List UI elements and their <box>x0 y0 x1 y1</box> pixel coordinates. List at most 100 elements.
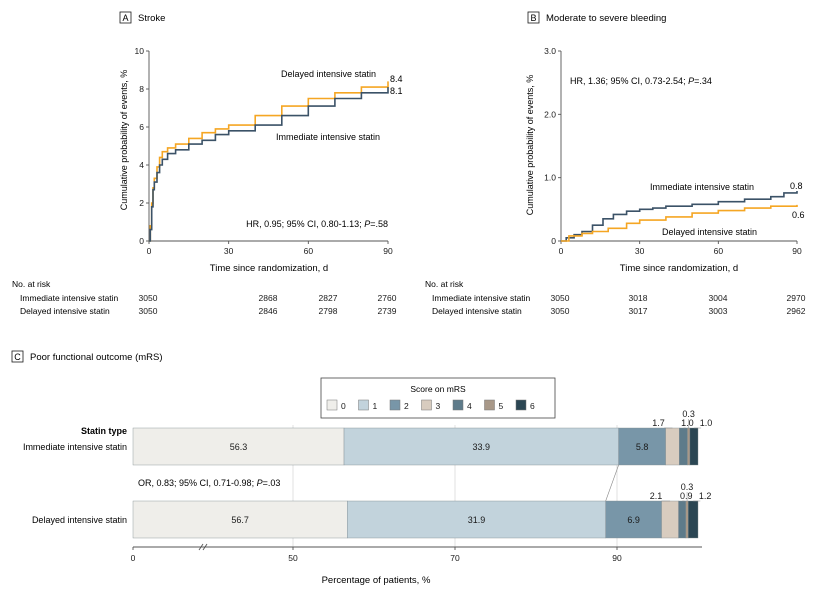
panel-c-small-segment-value: 0.9 <box>680 491 693 501</box>
panel-c-bar-segment-mrs-4 <box>679 427 688 466</box>
panel-b-at-risk-value: 3003 <box>709 306 728 316</box>
panel-a-immediate-label: Immediate intensive statin <box>276 132 380 142</box>
panel-c-bar-segment-mrs-0 <box>132 500 348 539</box>
panel-b-bleeding: B Moderate to severe bleeding Cumulative… <box>525 11 805 274</box>
panel-a-delayed-end-value: 8.4 <box>390 74 403 84</box>
panel-a-x-tick-label: 30 <box>224 246 234 256</box>
panel-b-delayed-curve <box>561 204 798 242</box>
panel-c-bar-segment-mrs-4 <box>678 500 687 539</box>
panel-c-legend-swatch-mrs-0 <box>326 399 338 411</box>
panel-a-at-risk-value: 2739 <box>378 306 397 316</box>
panel-a-delayed-label: Delayed intensive statin <box>281 69 376 79</box>
panel-c-legend-title: Score on mRS <box>410 384 466 394</box>
panel-a-y-tick-label: 0 <box>139 236 144 246</box>
panel-c-legend-box <box>320 377 556 419</box>
panel-c-bar-segment-mrs-3 <box>665 427 680 466</box>
panel-c-legend-swatch-mrs-4 <box>452 399 464 411</box>
panel-c-bar-segment-mrs-3 <box>661 500 679 539</box>
panel-c-bar-segment-mrs-5 <box>685 500 689 539</box>
panel-c-legend-label: 6 <box>530 401 535 411</box>
panel-c-axis-break-mark <box>202 543 208 551</box>
panel-a-y-tick-label: 8 <box>139 84 144 94</box>
panel-b-at-risk-value: 3004 <box>709 293 728 303</box>
panel-c-bar-segment-mrs-5 <box>687 427 691 466</box>
panel-b-delayed-end-value: 0.6 <box>792 210 805 220</box>
panel-a-x-tick-label: 60 <box>304 246 314 256</box>
panel-c-legend-label: 2 <box>404 401 409 411</box>
panel-c-x-tick-label: 90 <box>612 553 622 563</box>
panel-a-letter: A <box>122 13 128 23</box>
panel-b-letter-box <box>527 11 540 24</box>
panel-a-letter-box <box>119 11 132 24</box>
panel-a-stroke: A Stroke Cumulative probability of event… <box>119 11 403 274</box>
panel-c-small-segment-value: 0.3 <box>681 482 694 492</box>
panel-b-at-risk-value: 3050 <box>551 306 570 316</box>
panel-a-y-tick-label: 4 <box>139 160 144 170</box>
panel-c-legend-swatch-mrs-5 <box>484 399 495 411</box>
panel-c-x-tick-label: 50 <box>288 553 298 563</box>
panel-c-title: Poor functional outcome (mRS) <box>30 352 163 363</box>
panel-c-small-segment-value: 2.1 <box>650 491 663 501</box>
panel-c-xlabel: Percentage of patients, % <box>322 575 431 586</box>
panel-b-at-risk-table: No. at risk Immediate intensive statin D… <box>425 279 531 316</box>
panel-b-at-risk-value: 2962 <box>787 306 806 316</box>
panel-b-y-tick-label: 1.0 <box>544 173 556 183</box>
panel-c-letter-box <box>11 350 24 363</box>
panel-c-x-tick-label: 70 <box>450 553 460 563</box>
panel-a-delayed-curve <box>149 81 389 242</box>
panel-c-legend-label: 3 <box>436 401 441 411</box>
panel-b-at-risk-row-label: Immediate intensive statin <box>432 293 531 303</box>
panel-b-y-tick-label: 0 <box>551 236 556 246</box>
panel-a-title: Stroke <box>138 13 165 24</box>
panel-b-hr-annotation: HR, 1.36; 95% CI, 0.73-2.54; P=.34 <box>570 76 712 86</box>
panel-c-connector-line <box>605 464 619 502</box>
panel-c-legend-swatch-mrs-1 <box>358 399 369 411</box>
panel-a-at-risk-value: 3050 <box>139 306 158 316</box>
panel-a-at-risk-row-label: Delayed intensive statin <box>20 306 110 316</box>
panel-c-small-segment-value: 1.2 <box>699 491 712 501</box>
panel-c-legend-label: 0 <box>341 401 346 411</box>
panel-a-at-risk-header: No. at risk <box>12 279 51 289</box>
panel-a-at-risk-value: 2760 <box>378 293 397 303</box>
panel-a-ylabel: Cumulative probability of events, % <box>119 70 129 211</box>
panel-b-xlabel: Time since randomization, d <box>620 263 738 274</box>
panel-b-x-tick-label: 60 <box>714 246 724 256</box>
panel-c-legend-label: 5 <box>499 401 504 411</box>
panel-a-at-risk-row-label: Immediate intensive statin <box>20 293 119 303</box>
panel-b-ylabel: Cumulative probability of events, % <box>525 75 535 216</box>
panel-a-xlabel: Time since randomization, d <box>210 263 328 274</box>
panel-a-hr-annotation: HR, 0.95; 95% CI, 0.80-1.13; P=.58 <box>246 219 388 229</box>
panel-a-immediate-curve <box>149 87 389 242</box>
panel-c-bar-value: 6.9 <box>627 515 640 525</box>
panel-c-bar-value: 5.8 <box>636 442 649 452</box>
panel-c-bar-segment-mrs-6 <box>688 500 699 539</box>
panel-c-letter: C <box>14 352 21 362</box>
panel-a-at-risk-value: 2827 <box>319 293 338 303</box>
panel-b-x-tick-label: 90 <box>792 246 802 256</box>
panel-c-small-segment-value: 1.0 <box>700 418 713 428</box>
panel-a-immediate-end-value: 8.1 <box>390 86 403 96</box>
panel-b-at-risk-row-label: Delayed intensive statin <box>432 306 522 316</box>
panel-b-x-tick-label: 0 <box>559 246 564 256</box>
panel-b-y-tick-label: 2.0 <box>544 109 556 119</box>
panel-c-bar-segment-mrs-2 <box>618 427 666 466</box>
panel-a-at-risk-table: No. at risk Immediate intensive statin D… <box>12 279 119 316</box>
panel-c-bar-value: 31.9 <box>468 515 486 525</box>
panel-c-bar-segment-mrs-6 <box>689 427 699 466</box>
panel-c-or-annotation: OR, 0.83; 95% CI, 0.71-0.98; P=.03 <box>138 478 280 488</box>
panel-c-functional-outcome: C Poor functional outcome (mRS) Statin t… <box>11 350 556 586</box>
panel-a-at-risk-value: 2868 <box>259 293 278 303</box>
panel-c-legend-label: 1 <box>373 401 378 411</box>
panel-b-y-tick-label: 3.0 <box>544 46 556 56</box>
panel-c-bar-value: 33.9 <box>473 442 491 452</box>
panel-a-at-risk-value: 2798 <box>319 306 338 316</box>
panel-a-at-risk-value: 3050 <box>139 293 158 303</box>
panel-a-x-tick-label: 0 <box>147 246 152 256</box>
panel-c-bar-segment-mrs-1 <box>343 427 619 466</box>
panel-c-row-label: Delayed intensive statin <box>32 515 127 525</box>
panel-a-y-tick-label: 6 <box>139 122 144 132</box>
panel-a-y-tick-label: 2 <box>139 198 144 208</box>
panel-a-x-tick-label: 90 <box>383 246 393 256</box>
panel-c-bar-segment-mrs-2 <box>605 500 662 539</box>
